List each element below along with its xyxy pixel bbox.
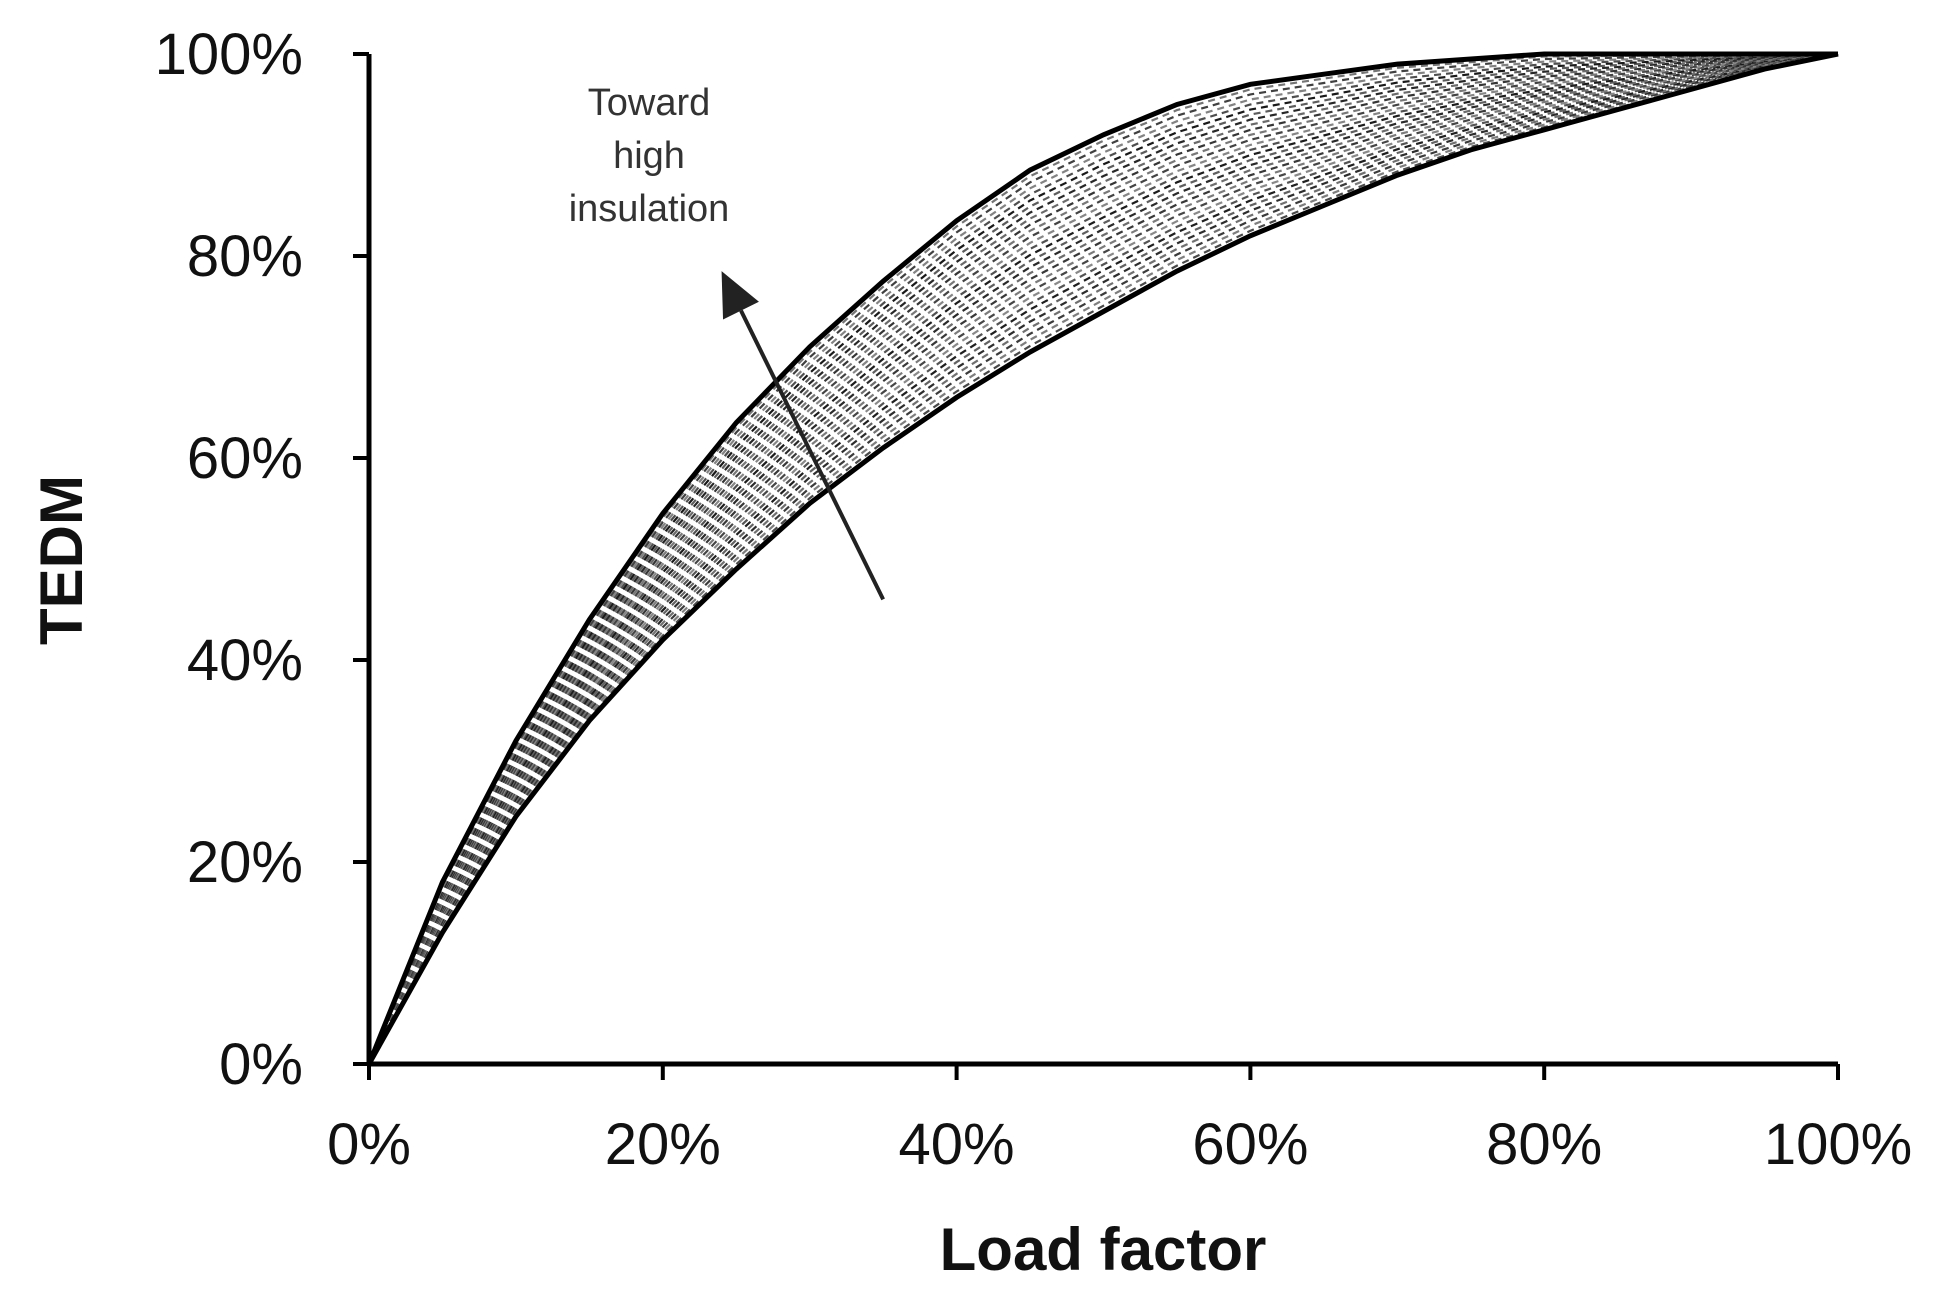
band-curve bbox=[367, 52, 1839, 1065]
band-curve bbox=[368, 52, 1839, 1065]
band-curve bbox=[368, 52, 1839, 1065]
y-tick-label: 0% bbox=[219, 1032, 303, 1097]
band-curve bbox=[368, 52, 1839, 1065]
band-curve bbox=[367, 52, 1839, 1065]
upper-bound-curve bbox=[366, 51, 1838, 1065]
y-tick-label: 40% bbox=[187, 628, 303, 693]
annotation-line-3: insulation bbox=[569, 188, 730, 230]
x-tick-label: 60% bbox=[1192, 1112, 1308, 1177]
band-curve bbox=[368, 52, 1839, 1065]
y-axis-title: TEDM bbox=[28, 475, 95, 645]
band-curve bbox=[368, 52, 1839, 1065]
band-curve bbox=[368, 52, 1839, 1065]
ticks bbox=[353, 52, 1840, 1080]
band-curve bbox=[368, 52, 1839, 1065]
lower-bound-curve bbox=[366, 51, 1839, 1066]
band-curve bbox=[367, 52, 1839, 1065]
band-curve bbox=[367, 52, 1839, 1065]
x-tick-label: 40% bbox=[899, 1112, 1015, 1177]
x-tick-label: 80% bbox=[1486, 1112, 1602, 1177]
band-curve bbox=[368, 52, 1839, 1065]
annotation-arrow-head bbox=[721, 271, 759, 320]
x-tick-label: 100% bbox=[1764, 1112, 1912, 1177]
band-curve bbox=[368, 52, 1839, 1065]
band-curve bbox=[368, 52, 1839, 1065]
band-curve bbox=[367, 52, 1839, 1065]
annotation: Toward high insulation bbox=[569, 82, 885, 601]
curve-band bbox=[367, 52, 1839, 1065]
y-tick-label: 20% bbox=[187, 830, 303, 895]
x-axis-title: Load factor bbox=[940, 1216, 1267, 1283]
y-tick-label: 60% bbox=[187, 426, 303, 491]
y-tick-label: 100% bbox=[155, 22, 303, 87]
band-curve bbox=[367, 52, 1839, 1065]
band-curve bbox=[367, 52, 1839, 1065]
band-curve bbox=[367, 52, 1839, 1065]
y-tick-label: 80% bbox=[187, 224, 303, 289]
band-curve bbox=[368, 52, 1839, 1065]
x-tick-label: 20% bbox=[605, 1112, 721, 1177]
band-curve bbox=[368, 52, 1839, 1065]
annotation-arrow-shaft bbox=[739, 309, 885, 601]
axes bbox=[366, 54, 1838, 1067]
bound-curves bbox=[366, 51, 1839, 1066]
band-curve bbox=[367, 52, 1839, 1065]
tick-labels: 0% 20% 40% 60% 80% 100% 0% 20% 40% 60% 80% 100% bbox=[155, 22, 1913, 1177]
band-curve bbox=[368, 52, 1839, 1065]
annotation-line-1: Toward bbox=[588, 82, 711, 124]
x-tick-label: 0% bbox=[327, 1112, 411, 1177]
band-curve bbox=[367, 52, 1839, 1065]
annotation-line-2: high bbox=[613, 135, 685, 177]
band-curve bbox=[368, 52, 1839, 1065]
